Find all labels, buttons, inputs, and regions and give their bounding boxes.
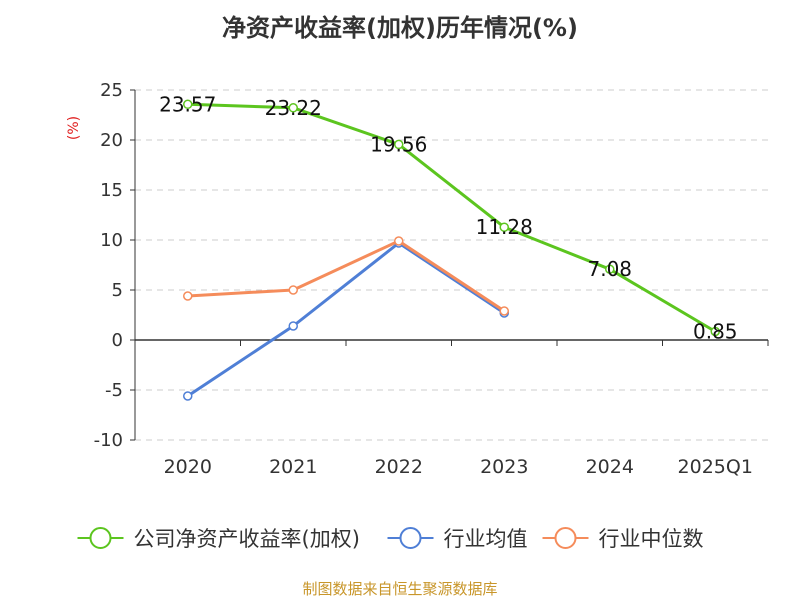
data-point (183, 391, 193, 401)
data-point (288, 285, 298, 295)
y-tick-label: 5 (112, 280, 123, 301)
data-point (499, 306, 509, 316)
data-point (288, 321, 298, 331)
series-line (186, 241, 506, 398)
grid-lines (135, 89, 768, 441)
data-point (183, 291, 193, 301)
data-label: 19.56 (370, 132, 427, 156)
y-tick-label: 25 (100, 80, 123, 101)
x-tick-label: 2020 (164, 456, 212, 478)
x-tick-label: 2021 (269, 456, 317, 478)
axes: 25 20 15 10 5 0 -5 -10 2020 2021 2022 2023 2024 2025Q… (94, 80, 769, 478)
x-tick-label: 2024 (586, 456, 634, 478)
data-point (499, 222, 509, 232)
x-tick-label: 2025Q1 (678, 456, 753, 478)
y-tick-label: -10 (94, 430, 123, 451)
y-tick-label: 20 (100, 130, 123, 151)
data-point (394, 236, 404, 246)
source-note: 制图数据来自恒生聚源数据库 (302, 580, 498, 598)
legend-label: 行业中位数 (599, 527, 704, 551)
data-label: 23.57 (159, 92, 216, 116)
data-label: 0.85 (693, 320, 738, 344)
series-line (187, 102, 717, 333)
legend-label: 行业均值 (444, 527, 528, 551)
y-axis-title: (%) (66, 116, 82, 140)
y-tick-label: 10 (100, 230, 123, 251)
x-tick-label: 2022 (375, 456, 423, 478)
legend: 公司净资产收益率(加权) 行业均值 行业中位数 (77, 527, 704, 551)
series-lines (183, 99, 720, 401)
chart-title: 净资产收益率(加权)历年情况(%) (222, 14, 578, 42)
legend-swatch-marker (554, 527, 577, 549)
data-point (605, 264, 615, 274)
data-label: 23.22 (265, 96, 322, 120)
data-point (710, 326, 720, 337)
legend-swatch-marker (399, 527, 422, 549)
data-labels: 23.57 23.22 19.56 11.28 7.08 0.85 (159, 92, 737, 343)
data-point (183, 99, 193, 110)
y-tick-label: -5 (105, 380, 123, 401)
data-point (394, 139, 404, 150)
legend-swatch-marker (89, 527, 112, 549)
x-tick-label: 2023 (480, 456, 528, 478)
data-label: 7.08 (587, 257, 632, 281)
data-label: 11.28 (476, 215, 533, 239)
legend-label: 公司净资产收益率(加权) (134, 527, 360, 551)
y-tick-label: 15 (100, 180, 123, 201)
y-tick-label: 0 (112, 330, 123, 351)
data-point (288, 103, 298, 113)
series-line (187, 239, 506, 313)
